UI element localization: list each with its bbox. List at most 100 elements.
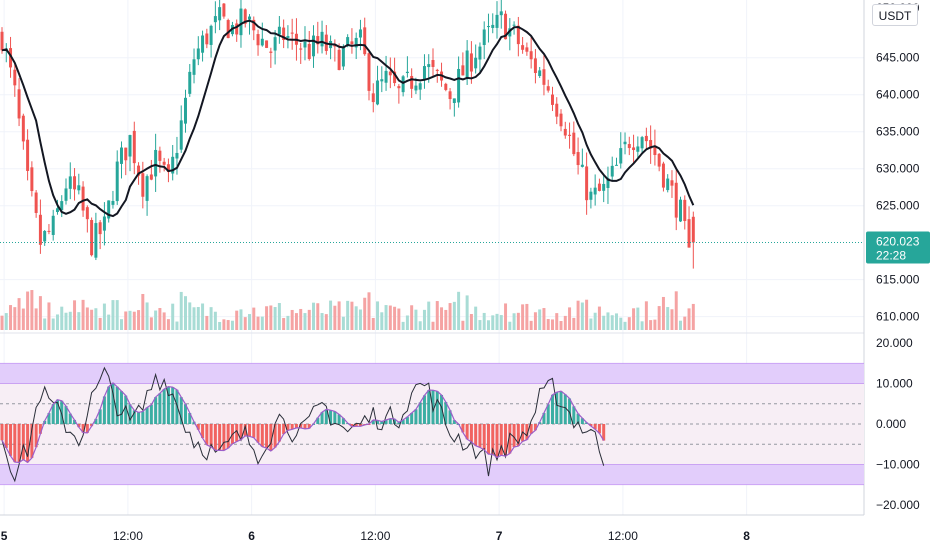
oscillator-histogram-bar bbox=[559, 391, 563, 424]
oscillator-histogram-bar bbox=[593, 423, 597, 430]
volume-bar bbox=[196, 306, 200, 330]
oscillator-histogram-bar bbox=[269, 423, 273, 451]
candle-body bbox=[17, 89, 21, 119]
candle-body bbox=[504, 13, 508, 40]
oscillator-histogram-bar bbox=[376, 420, 380, 424]
oscillator-histogram-bar bbox=[30, 423, 34, 458]
volume-bar bbox=[175, 321, 179, 330]
volume-bar bbox=[346, 300, 350, 330]
price-tick-label: 625.000 bbox=[876, 199, 920, 213]
candle-body bbox=[465, 50, 469, 79]
oscillator-histogram-bar bbox=[243, 423, 247, 436]
oscillator-histogram-bar bbox=[602, 423, 606, 441]
volume-bar bbox=[98, 317, 102, 330]
candle-body bbox=[580, 164, 584, 167]
oscillator-histogram-bar bbox=[162, 389, 166, 424]
candle-body bbox=[222, 3, 226, 17]
oscillator-histogram-bar bbox=[504, 423, 508, 457]
candle-body bbox=[661, 163, 665, 188]
volume-bar bbox=[538, 309, 542, 330]
candle-body bbox=[538, 70, 542, 77]
oscillator-histogram-bar bbox=[277, 423, 281, 442]
candle-body bbox=[260, 38, 264, 46]
candle-body bbox=[499, 11, 503, 16]
candle-body bbox=[585, 166, 589, 201]
price-tick-label: 645.000 bbox=[876, 51, 920, 65]
volume-bar bbox=[73, 300, 77, 330]
candle-body bbox=[576, 152, 580, 166]
volume-bar bbox=[644, 301, 648, 330]
currency-button[interactable]: USDT bbox=[872, 4, 918, 26]
volume-bar bbox=[201, 303, 205, 330]
oscillator-histogram-bar bbox=[435, 391, 439, 424]
candle-body bbox=[422, 66, 426, 81]
volume-bar bbox=[85, 307, 89, 330]
oscillator-histogram-bar bbox=[307, 423, 311, 429]
volume-bar bbox=[213, 311, 217, 330]
candle-body bbox=[81, 186, 85, 211]
oscillator-histogram-bar bbox=[350, 423, 354, 427]
oscillator-histogram-bar bbox=[380, 421, 384, 424]
volume-bar bbox=[205, 315, 209, 330]
volume-bar bbox=[516, 312, 520, 330]
candle-body bbox=[43, 230, 47, 242]
volume-bar bbox=[572, 317, 576, 330]
volume-bar bbox=[674, 291, 678, 330]
candle-body bbox=[265, 40, 269, 48]
volume-bar bbox=[384, 305, 388, 330]
candle-body bbox=[299, 48, 303, 50]
price-tick-label: 635.000 bbox=[876, 125, 920, 139]
candle-body bbox=[252, 19, 256, 31]
volume-bar bbox=[81, 299, 85, 330]
candle-body bbox=[653, 145, 657, 156]
volume-bar bbox=[504, 303, 508, 330]
candle-body bbox=[606, 178, 610, 188]
oscillator-histogram-bar bbox=[589, 423, 593, 427]
candle-body bbox=[610, 165, 614, 177]
candle-body bbox=[162, 161, 166, 165]
volume-bar bbox=[666, 307, 670, 330]
volume-bar bbox=[269, 305, 273, 330]
oscillator-histogram-bar bbox=[324, 409, 328, 424]
candle-body bbox=[213, 16, 217, 23]
volume-bar bbox=[265, 306, 269, 330]
volume-bar bbox=[21, 308, 25, 330]
oscillator-histogram-bar bbox=[38, 423, 42, 434]
candle-body bbox=[444, 83, 448, 90]
candle-body bbox=[448, 91, 452, 100]
oscillator-histogram-bar bbox=[98, 409, 102, 424]
price-tick-label: 610.000 bbox=[876, 310, 920, 324]
volume-bar bbox=[640, 321, 644, 330]
volume-bar bbox=[380, 312, 384, 330]
candle-body bbox=[529, 51, 533, 60]
oscillator-histogram-bar bbox=[478, 423, 482, 448]
time-tick-label: 12:00 bbox=[608, 529, 638, 543]
candle-body bbox=[307, 44, 311, 59]
volume-bar bbox=[461, 320, 465, 330]
candle-body bbox=[516, 25, 520, 45]
volume-bar bbox=[60, 306, 64, 330]
oscillator-histogram-bar bbox=[149, 404, 153, 424]
oscillator-histogram-bar bbox=[516, 423, 520, 447]
volume-bar bbox=[559, 321, 563, 330]
candle-body bbox=[201, 35, 205, 53]
volume-bar bbox=[448, 303, 452, 330]
volume-bar bbox=[13, 307, 17, 330]
candle-body bbox=[256, 34, 260, 46]
volume-bar bbox=[427, 301, 431, 330]
volume-bar bbox=[26, 291, 30, 330]
price-tick-label: 615.000 bbox=[876, 273, 920, 287]
volume-bar bbox=[661, 296, 665, 330]
candle-body bbox=[657, 153, 661, 167]
oscillator-histogram-bar bbox=[132, 410, 136, 424]
volume-bar bbox=[550, 319, 554, 330]
volume-bar bbox=[687, 308, 691, 330]
volume-bar bbox=[358, 309, 362, 330]
candle-body bbox=[235, 23, 239, 35]
volume-bar bbox=[533, 312, 537, 330]
volume-bar bbox=[619, 317, 623, 330]
candle-body bbox=[431, 60, 435, 67]
volume-bar bbox=[465, 295, 469, 330]
volume-bar bbox=[94, 308, 98, 330]
oscillator-histogram-bar bbox=[26, 423, 30, 463]
